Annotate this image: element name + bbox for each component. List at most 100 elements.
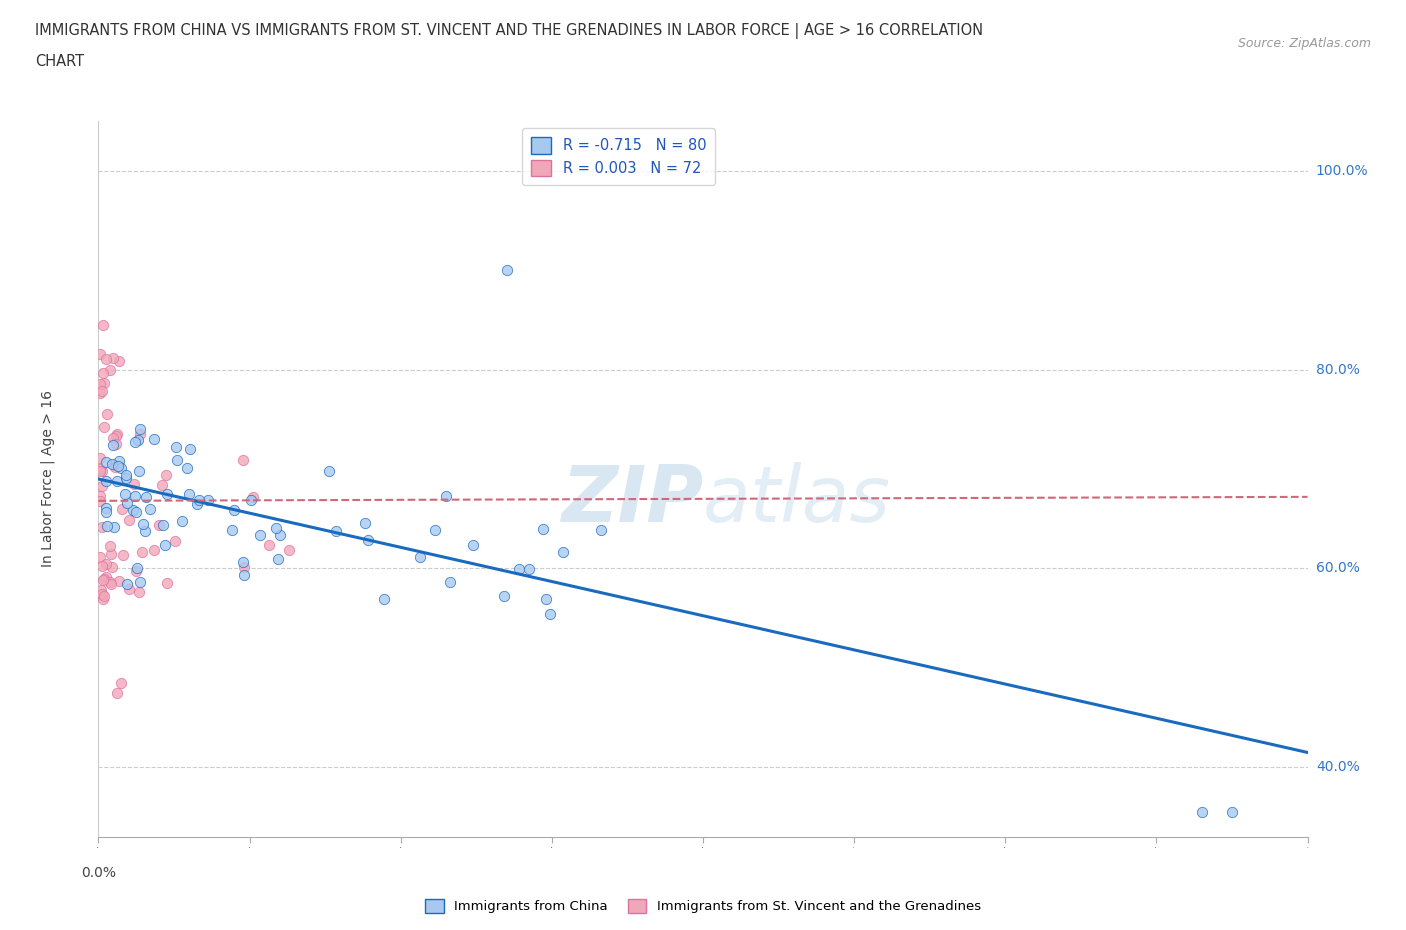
Point [103,458,125,472]
Point [277,543,299,558]
Point [96,557,118,572]
Point [105,473,128,488]
Point [98,362,121,377]
Point [122,502,145,517]
Point [269,527,291,542]
Point [179,486,201,501]
Point [96,519,118,534]
Point [325,524,347,538]
Point [111,502,134,517]
Point [115,467,138,482]
Point [264,520,287,535]
Text: IMMIGRANTS FROM CHINA VS IMMIGRANTS FROM ST. VINCENT AND THE GRENADINES IN LABOR: IMMIGRANTS FROM CHINA VS IMMIGRANTS FROM… [35,23,983,39]
Point [89,550,111,565]
Point [89,489,111,504]
Point [551,545,574,560]
Point [538,606,561,621]
Point [156,575,179,590]
Point [93,589,115,604]
Point [94,473,117,488]
Point [100,547,122,562]
Point [117,512,139,527]
Point [148,518,170,533]
Point [434,488,457,503]
Point [105,427,128,442]
Text: 100.0%: 100.0% [1316,164,1368,178]
Point [139,501,162,516]
Text: CHART: CHART [35,54,84,69]
Point [152,517,174,532]
Point [101,431,124,445]
Point [89,451,111,466]
Point [89,461,111,476]
Point [129,575,152,590]
Point [103,351,125,365]
Point [124,435,146,450]
Point [142,432,165,446]
Legend: R = -0.715   N = 80, R = 0.003   N = 72: R = -0.715 N = 80, R = 0.003 N = 72 [522,128,716,185]
Point [93,572,115,587]
Point [179,442,201,457]
Point [89,494,111,509]
Point [127,432,149,447]
Point [94,455,117,470]
Point [101,437,124,452]
Point [197,493,219,508]
Point [91,572,114,587]
Point [166,453,188,468]
Point [155,468,177,483]
Point [232,555,254,570]
Point [105,685,128,700]
Point [128,427,150,442]
Point [517,561,540,576]
Text: 40.0%: 40.0% [1316,761,1360,775]
Point [90,587,112,602]
Point [232,568,254,583]
Point [94,505,117,520]
Point [100,574,122,589]
Point [91,317,114,332]
Text: In Labor Force | Age > 16: In Labor Force | Age > 16 [41,391,55,567]
Point [90,463,112,478]
Point [132,517,155,532]
Point [233,560,256,575]
Point [89,346,111,361]
Point [439,575,461,590]
Point [91,591,114,606]
Point [373,591,395,606]
Point [494,588,516,603]
Point [107,353,129,368]
Text: ZIP: ZIP [561,462,703,538]
Text: atlas: atlas [703,462,891,538]
Point [101,456,124,471]
Point [156,486,179,501]
Point [90,519,112,534]
Point [103,520,125,535]
Point [423,523,446,538]
Text: 0.0%: 0.0% [82,866,115,880]
Point [91,365,114,380]
Point [101,560,124,575]
Point [124,488,146,503]
Point [128,464,150,479]
Point [221,523,243,538]
Point [112,547,135,562]
Point [163,534,186,549]
Point [152,477,174,492]
Point [94,570,117,585]
Point [89,464,111,479]
Point [125,564,148,578]
Point [143,543,166,558]
Point [531,522,554,537]
Point [108,574,131,589]
Text: 60.0%: 60.0% [1316,562,1360,576]
Text: Source: ZipAtlas.com: Source: ZipAtlas.com [1237,37,1371,50]
Point [186,497,208,512]
Legend: Immigrants from China, Immigrants from St. Vincent and the Grenadines: Immigrants from China, Immigrants from S… [420,894,986,919]
Point [134,524,156,538]
Point [93,419,115,434]
Point [188,492,211,507]
Point [105,436,128,451]
Point [536,591,558,606]
Point [100,576,122,591]
